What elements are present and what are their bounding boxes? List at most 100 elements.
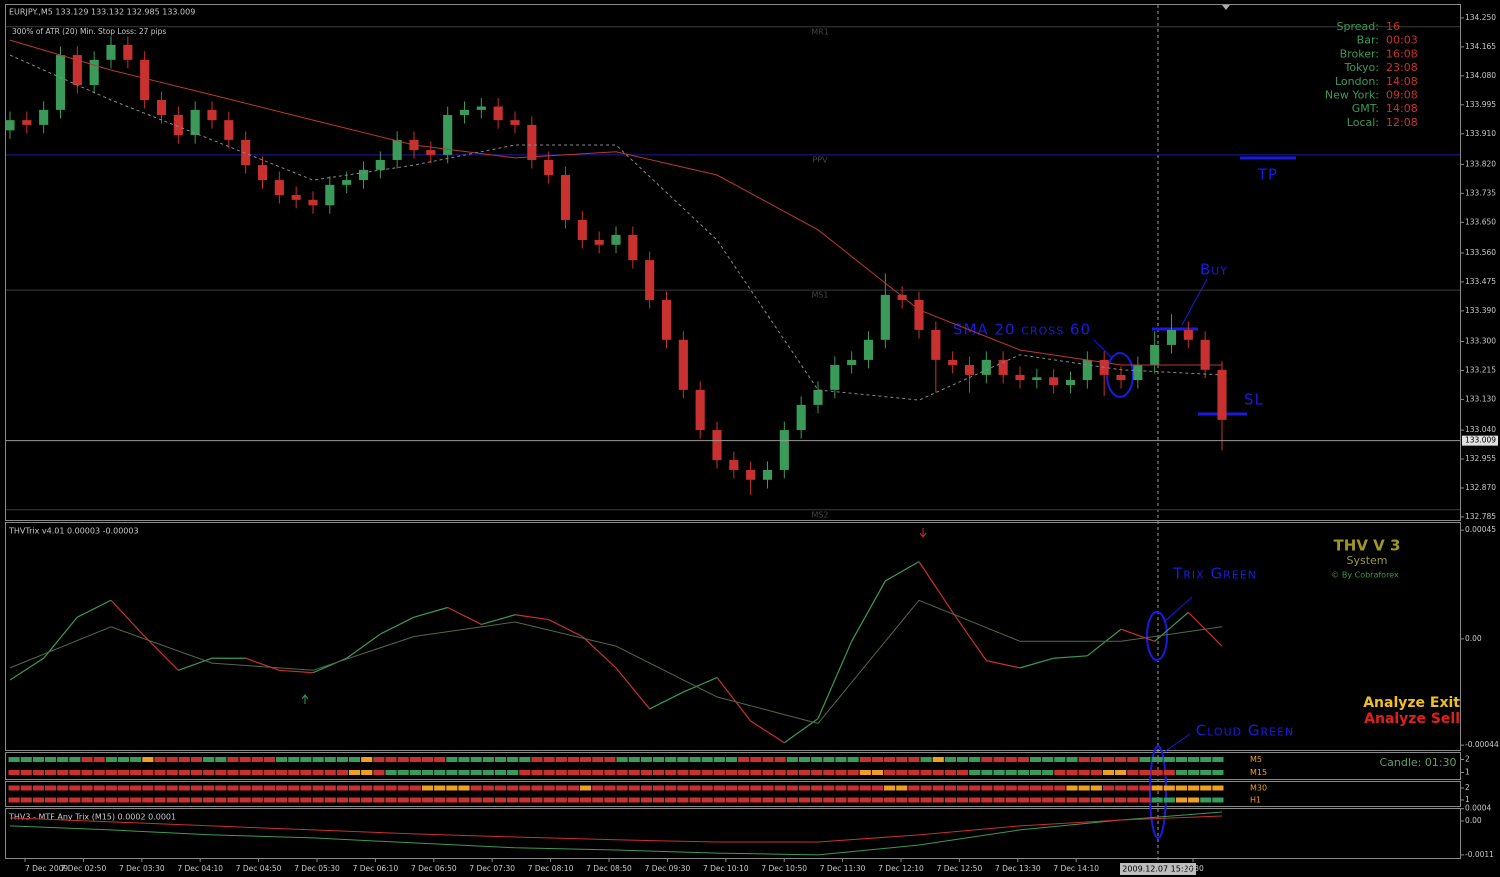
- cloud-cell: [1017, 757, 1029, 762]
- analyze-sell: Analyze Sell: [1364, 711, 1460, 727]
- cloud-cell: [859, 770, 871, 775]
- trix-segment: [548, 619, 583, 638]
- cloud-cell: [142, 797, 154, 803]
- cloud-cell: [531, 757, 543, 762]
- cloud-cell: [434, 770, 446, 775]
- trix-segment: [750, 720, 785, 744]
- cloud-cell: [312, 785, 324, 791]
- cloud-cell: [750, 757, 762, 762]
- cloud-cell: [750, 797, 762, 803]
- mtf-frame: [5, 808, 1461, 859]
- cloud-cell: [932, 770, 944, 775]
- cloud-cell: [397, 770, 409, 775]
- cloud-cell: [811, 797, 823, 803]
- cloud-cell: [956, 785, 969, 791]
- cloud-cell: [8, 785, 20, 791]
- cloud-green-label: Cloud Green: [1196, 722, 1295, 740]
- cloud-cell: [725, 770, 738, 775]
- cloud-cell: [762, 757, 774, 762]
- trix-segment: [649, 691, 684, 710]
- cloud-cell: [32, 757, 44, 762]
- cloud-cell: [154, 797, 166, 803]
- cloud-cell: [57, 785, 69, 791]
- cloud-cell: [105, 797, 117, 803]
- cloud-cell: [1200, 785, 1212, 791]
- cloud-cell: [567, 757, 580, 762]
- cloud-cell: [580, 757, 592, 762]
- x-tick-label: 7 Dec 13:30: [995, 864, 1041, 873]
- info-label: Tokyo:: [1343, 61, 1379, 74]
- cloud-cell: [57, 770, 69, 775]
- cloud-cell: [288, 797, 300, 803]
- cloud-cell: [555, 757, 567, 762]
- cloud-cell: [324, 757, 336, 762]
- cloud-cell: [44, 770, 57, 775]
- cloud-cell: [1017, 797, 1029, 803]
- cloud-cell: [567, 785, 580, 791]
- cloud-cell: [786, 757, 798, 762]
- cloud-cell: [920, 770, 932, 775]
- cloud-cell: [896, 785, 908, 791]
- cloud-cell: [981, 757, 993, 762]
- trix-frame: [5, 522, 1461, 751]
- info-value: 09:08: [1386, 89, 1418, 102]
- cloud-cell: [348, 785, 361, 791]
- cloud-cell: [385, 785, 397, 791]
- cloud-cell: [944, 757, 956, 762]
- cloud-cell: [665, 797, 677, 803]
- candle-body: [678, 339, 688, 390]
- x-tick-label: 7 Dec 06:10: [353, 864, 399, 873]
- cloud-cell: [251, 770, 263, 775]
- trix-segment: [77, 599, 112, 618]
- cloud-cell: [215, 785, 227, 791]
- cloud-cell: [701, 785, 713, 791]
- cloud-cell: [32, 785, 44, 791]
- y-tick-label: 0.0004: [1465, 804, 1491, 813]
- cloud-cell: [944, 770, 956, 775]
- cloud-cell: [640, 797, 652, 803]
- cloud-cell: [1042, 797, 1054, 803]
- trix-segment: [346, 633, 381, 659]
- cloud-cell: [397, 757, 409, 762]
- cloud-cell: [105, 785, 117, 791]
- cloud-cell: [555, 785, 567, 791]
- cloud-cell: [543, 770, 555, 775]
- info-label: Local:: [1347, 116, 1379, 129]
- trix-segment: [1154, 611, 1189, 642]
- cloud-cell: [884, 785, 896, 791]
- cloud-cell: [908, 757, 920, 762]
- cloud-cell: [385, 770, 397, 775]
- cloud-cell: [251, 785, 263, 791]
- cloud-cell: [677, 757, 689, 762]
- cloud-cell: [336, 757, 348, 762]
- cloud-cell: [689, 797, 701, 803]
- cloud-cell: [908, 797, 920, 803]
- cloud-cell: [434, 797, 446, 803]
- cloud-cell: [1078, 770, 1090, 775]
- candle-body: [476, 106, 486, 110]
- cloud-cell: [543, 797, 555, 803]
- cloud-cell: [859, 785, 871, 791]
- trix-green-label: Trix Green: [1172, 565, 1257, 583]
- cloud-cell: [786, 785, 798, 791]
- cloud-cell: [215, 770, 227, 775]
- x-tick-label: 7 Dec 03:30: [119, 864, 165, 873]
- cloud-cell: [300, 757, 312, 762]
- candle-body: [308, 199, 318, 206]
- cloud-cell: [32, 770, 44, 775]
- cloud-cell: [203, 785, 215, 791]
- cloud-cell: [932, 797, 944, 803]
- cloud-cell: [1151, 785, 1163, 791]
- cloud-cell: [203, 770, 215, 775]
- cloud-cell: [507, 785, 519, 791]
- cloud-cell: [336, 785, 348, 791]
- candle-body: [796, 404, 806, 431]
- y-tick-label: 134.080: [1465, 71, 1496, 80]
- trix-segment: [279, 669, 314, 674]
- candle-body: [998, 359, 1008, 375]
- shift-marker: [1222, 5, 1230, 10]
- cloud-cell: [20, 757, 32, 762]
- cloud-cell: [1175, 770, 1188, 775]
- cloud-cell: [494, 785, 507, 791]
- cloud-cell: [482, 757, 494, 762]
